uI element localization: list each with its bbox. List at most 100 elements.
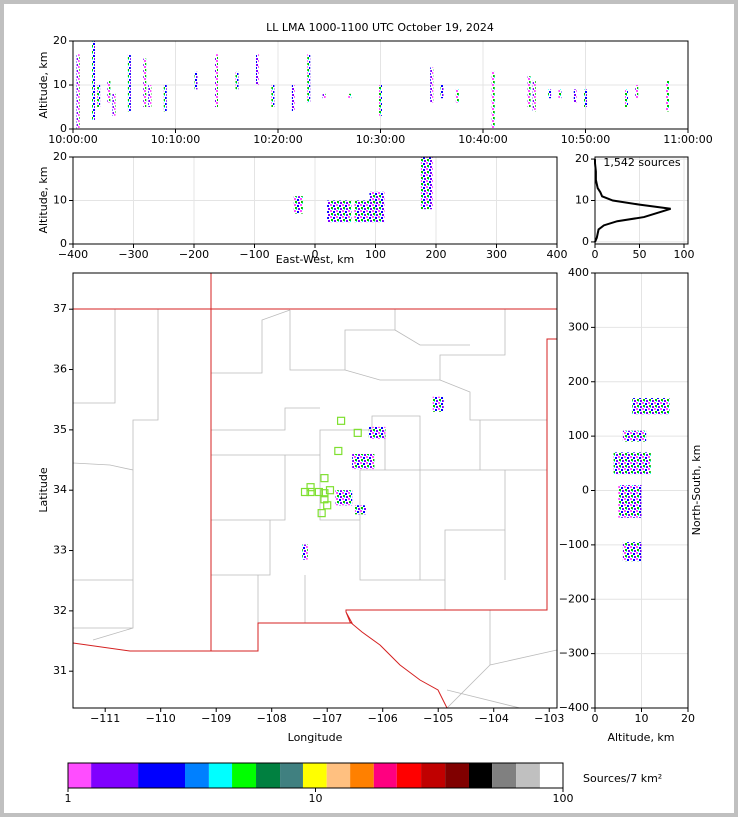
x-axis-label: Altitude, km <box>607 731 674 744</box>
x-tick-label: −104 <box>479 712 509 725</box>
station <box>306 483 315 492</box>
y-tick-label: 20 <box>575 152 589 165</box>
x-axis-label: East-West, km <box>276 253 354 266</box>
station <box>325 486 335 495</box>
x-tick-label: −100 <box>239 248 269 261</box>
source-streak <box>163 85 167 112</box>
source-streak <box>527 76 531 107</box>
source-streak <box>307 54 311 103</box>
station <box>317 509 326 518</box>
y-axis-label: Altitude, km <box>37 51 50 118</box>
axes-frame <box>72 40 689 130</box>
source-streak <box>107 80 111 103</box>
y-tick-label: 10 <box>575 194 589 207</box>
x-tick-label: 0 <box>312 248 319 261</box>
source-streak <box>635 85 639 99</box>
x-tick-label: −400 <box>58 248 88 261</box>
y-tick-label: 20 <box>53 34 67 47</box>
source-streak <box>573 89 577 103</box>
source-cluster <box>327 200 352 223</box>
y-tick-label: 20 <box>53 150 67 163</box>
y-tick-label: −100 <box>559 538 589 551</box>
source-streak <box>455 89 459 103</box>
axes-frame <box>72 156 558 245</box>
y-tick-label: 300 <box>568 320 589 333</box>
source-cluster <box>293 196 303 214</box>
colorbar-label: Sources/7 km² <box>583 772 662 785</box>
x-tick-label: −200 <box>179 248 209 261</box>
source-cluster <box>352 453 375 470</box>
source-streak <box>558 89 562 99</box>
source-streak <box>194 71 198 90</box>
axes-frame <box>594 156 689 245</box>
x-tick-label: 100 <box>553 792 574 805</box>
chart-title: LL LMA 1000-1100 UTC October 19, 2024 <box>266 21 494 34</box>
x-tick-label: −106 <box>368 712 398 725</box>
x-tick-label: 300 <box>486 248 507 261</box>
x-tick-label: 50 <box>632 248 646 261</box>
source-cluster <box>354 200 373 223</box>
annotation: 1,542 sources <box>603 156 681 169</box>
source-cluster <box>335 490 353 506</box>
colorbar-segment <box>421 763 446 788</box>
y-tick-label: 37 <box>53 302 67 315</box>
y-tick-label: 32 <box>53 604 67 617</box>
y-tick-label: 34 <box>53 483 67 496</box>
source-streak <box>148 85 152 107</box>
source-cluster <box>369 191 385 223</box>
station <box>314 487 323 497</box>
x-tick-label: 10:10:00 <box>151 133 200 146</box>
source-cluster <box>613 452 651 475</box>
source-cluster <box>632 398 670 415</box>
x-tick-label: 100 <box>673 248 694 261</box>
y-tick-label: 0 <box>60 237 67 250</box>
y-tick-label: 200 <box>568 375 589 388</box>
x-tick-label: 10:40:00 <box>458 133 507 146</box>
x-tick-label: −103 <box>534 712 564 725</box>
x-tick-label: −111 <box>90 712 120 725</box>
x-tick-label: 20 <box>681 712 695 725</box>
colorbar-segment <box>468 763 493 788</box>
y-tick-label: 0 <box>60 122 67 135</box>
colorbar-segment <box>445 763 469 788</box>
station <box>323 501 332 510</box>
station <box>320 495 329 504</box>
x-tick-label: 200 <box>426 248 447 261</box>
station <box>334 446 343 456</box>
axes-frame <box>594 272 689 709</box>
x-tick-label: −110 <box>146 712 176 725</box>
source-cluster <box>368 426 386 439</box>
y-tick-label: 33 <box>53 544 67 557</box>
source-cluster <box>622 430 647 442</box>
colorbar-segment <box>302 763 327 788</box>
y-tick-label: 31 <box>53 664 67 677</box>
source-streak <box>584 89 587 107</box>
colorbar-segment <box>280 763 303 788</box>
source-streak <box>215 54 218 107</box>
source-streak <box>491 71 495 129</box>
x-tick-label: 100 <box>365 248 386 261</box>
x-tick-label: 11:00:00 <box>663 133 712 146</box>
source-cluster <box>302 544 308 560</box>
source-streak <box>440 85 444 99</box>
source-streak <box>430 67 434 103</box>
station <box>300 487 310 497</box>
x-tick-label: 10:20:00 <box>253 133 302 146</box>
station <box>320 474 329 483</box>
source-streak <box>348 93 352 99</box>
colorbar-segment <box>396 763 422 788</box>
source-streak <box>235 71 239 90</box>
axes-frame <box>72 272 558 709</box>
x-tick-label: 0 <box>592 248 599 261</box>
colorbar-segment <box>492 763 517 788</box>
source-cluster <box>420 157 433 210</box>
y-tick-label: 35 <box>53 423 67 436</box>
source-streak <box>256 54 259 85</box>
x-tick-label: −109 <box>201 712 231 725</box>
colorbar-segment <box>516 763 540 788</box>
source-streak <box>127 54 131 112</box>
source-streak <box>322 93 326 99</box>
source-streak <box>271 85 275 107</box>
source-cluster <box>622 542 642 562</box>
source-streak <box>97 85 101 107</box>
